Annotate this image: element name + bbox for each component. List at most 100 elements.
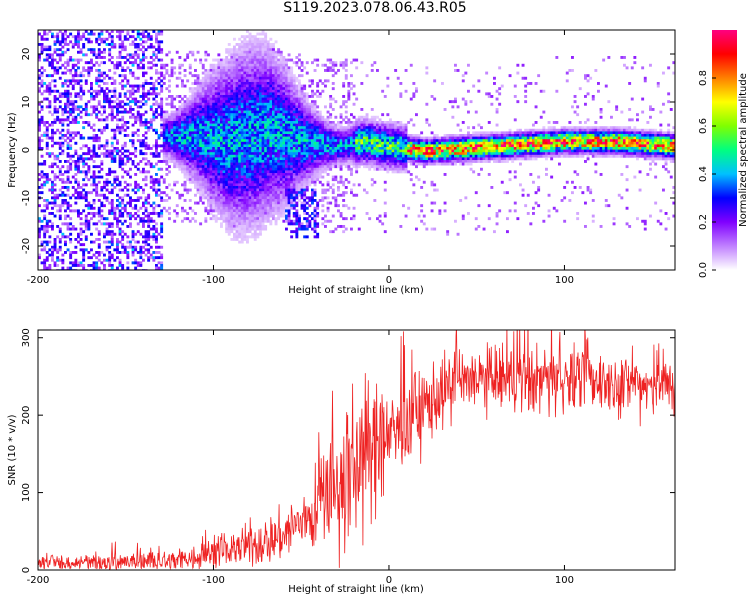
heat-cell (123, 84, 127, 88)
heat-cell (136, 45, 140, 49)
heat-cell (90, 248, 93, 252)
heat-cell (230, 108, 234, 111)
heat-cell (290, 180, 294, 184)
heat-cell (240, 199, 244, 202)
heat-cell (53, 264, 57, 267)
heat-cell (95, 136, 99, 140)
heat-cell (282, 115, 286, 119)
heat-cell (74, 165, 78, 169)
heat-cell (233, 178, 236, 182)
heat-cell (287, 126, 291, 130)
heat-cell (261, 61, 265, 65)
heat-cell (279, 188, 283, 192)
heat-cell (183, 102, 187, 106)
heat-cell (227, 165, 231, 169)
heat-cell (274, 92, 278, 96)
heat-cell (243, 118, 247, 122)
heat-cell (116, 178, 119, 182)
heat-cell (155, 193, 158, 197)
heat-cell (264, 35, 268, 39)
heat-cell (108, 212, 112, 215)
heat-cell (222, 167, 226, 171)
heat-cell (279, 82, 283, 85)
heat-cell (230, 71, 234, 75)
heat-cell (121, 48, 125, 52)
heat-cell (264, 136, 268, 140)
heat-cell (256, 167, 260, 171)
heat-cell (238, 199, 242, 202)
heat-cell (243, 230, 247, 234)
heat-cell (222, 97, 226, 101)
heat-cell (181, 84, 184, 88)
heat-cell (204, 167, 208, 171)
heat-cell (256, 74, 260, 78)
heat-cell (139, 61, 143, 65)
heat-cell (155, 100, 158, 104)
heat-cell (230, 173, 234, 176)
heat-cell (214, 141, 218, 145)
heat-cell (168, 79, 171, 83)
heat-cell (160, 199, 164, 202)
heat-cell (279, 113, 283, 117)
heat-cell (292, 84, 296, 88)
heat-cell (58, 173, 62, 176)
heat-cell (181, 160, 184, 163)
heat-cell (186, 53, 190, 57)
heat-cell (207, 126, 210, 130)
heat-cell (282, 149, 286, 153)
heat-cell (105, 92, 109, 96)
heat-cell (264, 186, 268, 189)
heat-cell (285, 79, 288, 83)
heat-cell (214, 123, 218, 127)
heat-cell (118, 154, 122, 158)
heat-cell (144, 48, 148, 52)
heat-cell (209, 188, 213, 192)
heat-cell (238, 110, 242, 114)
heat-cell (43, 175, 47, 179)
heat-cell (165, 167, 169, 171)
heat-cell (251, 165, 255, 169)
heat-cell (56, 89, 60, 93)
heat-cell (285, 84, 288, 88)
heat-cell (246, 144, 249, 148)
heat-cell (139, 118, 143, 122)
heat-cell (230, 219, 234, 223)
heat-cell (274, 95, 278, 98)
heat-cell (144, 30, 148, 33)
heat-cell (113, 180, 117, 184)
heat-cell (295, 76, 299, 80)
heat-cell (110, 160, 114, 163)
heat-cell (48, 105, 52, 109)
heat-cell (123, 251, 127, 254)
heat-cell (233, 50, 236, 54)
heat-cell (264, 71, 268, 75)
heat-cell (256, 97, 260, 101)
heat-cell (110, 240, 114, 244)
heat-cell (253, 95, 257, 98)
heat-cell (240, 162, 244, 166)
heat-cell (295, 152, 299, 156)
heat-cell (256, 217, 260, 221)
heat-cell (144, 248, 148, 252)
heat-cell (261, 40, 265, 44)
heat-cell (64, 30, 67, 33)
heat-cell (196, 147, 200, 150)
heat-cell (214, 134, 218, 137)
heat-cell (246, 53, 249, 57)
heat-cell (274, 136, 278, 140)
heat-cell (266, 87, 270, 91)
heat-cell (277, 141, 281, 145)
heat-cell (79, 238, 83, 241)
heat-cell (108, 209, 112, 213)
heat-cell (110, 264, 114, 267)
heat-cell (129, 222, 132, 226)
heat-cell (45, 56, 49, 59)
heat-cell (261, 139, 265, 143)
heat-cell (157, 154, 161, 158)
heat-cell (116, 219, 119, 223)
heat-cell (279, 63, 283, 67)
heat-cell (170, 100, 174, 104)
heat-cell (220, 121, 223, 124)
heat-cell (290, 92, 294, 96)
heat-cell (66, 225, 70, 228)
